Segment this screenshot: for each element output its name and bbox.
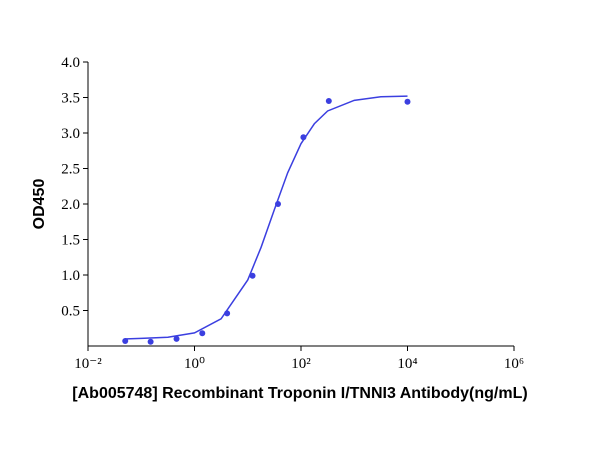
x-tick-label: 10⁶	[504, 356, 524, 372]
x-axis-label: [Ab005748] Recombinant Troponin I/TNNI3 …	[72, 385, 527, 402]
fit-curve	[125, 95, 408, 340]
data-point	[404, 98, 411, 105]
data-point	[199, 330, 206, 337]
data-point	[249, 272, 256, 279]
y-tick-label: 2.0	[61, 197, 80, 213]
y-tick-label: 0.5	[61, 304, 80, 320]
y-tick-label: 1.5	[61, 233, 80, 249]
x-tick-label: 10⁻²	[74, 356, 102, 372]
x-tick-label: 10²	[291, 356, 311, 372]
y-tick-label: 3.5	[61, 91, 80, 107]
y-tick-label: 3.0	[61, 126, 80, 142]
y-tick-label: 2.5	[61, 162, 80, 178]
y-tick-label: 4.0	[61, 55, 80, 71]
x-tick-label: 10⁰	[184, 356, 205, 372]
y-axis-label: OD450	[31, 179, 48, 230]
y-tick-label: 1.0	[61, 268, 80, 284]
data-point	[325, 98, 332, 105]
data-point	[173, 335, 180, 342]
x-tick-label: 10⁴	[397, 356, 417, 372]
data-point	[147, 338, 154, 345]
